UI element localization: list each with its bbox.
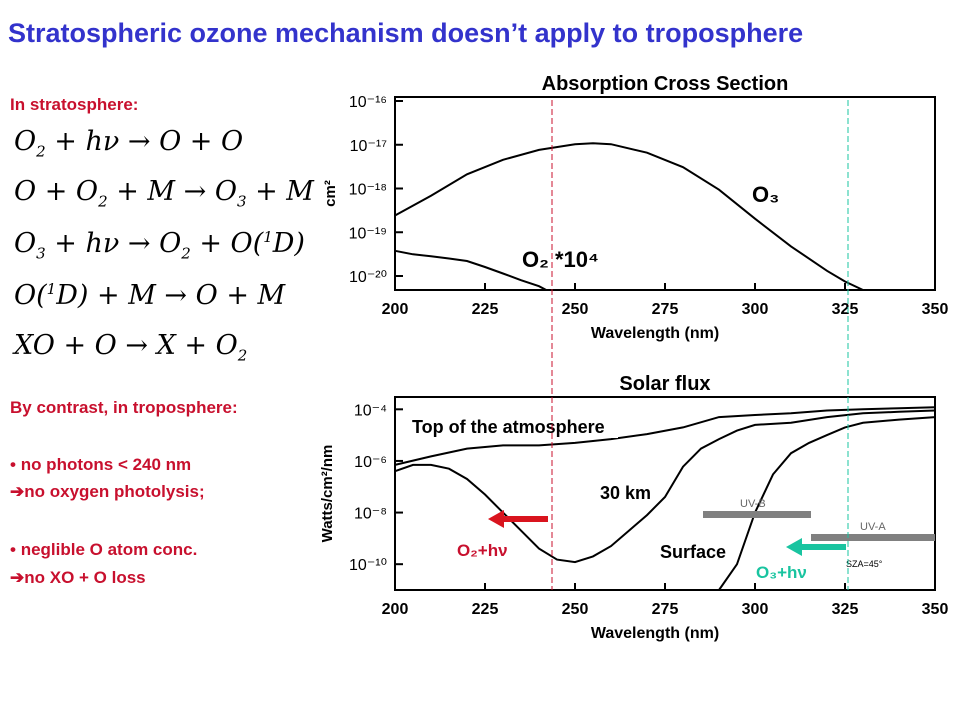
- x-tick-label: 250: [562, 301, 589, 318]
- y-tick-label: 10⁻¹⁸: [349, 182, 387, 199]
- o2-arrow-label: O₂+hν: [457, 541, 508, 560]
- bullet-2: • neglible O atom conc.: [10, 540, 198, 559]
- equation-2: O + O2 + M → O3 + M: [14, 176, 314, 211]
- y-tick-label: 10⁻²⁰: [349, 269, 387, 286]
- uva-band: [811, 534, 935, 541]
- o2-arrow-head: [488, 510, 504, 528]
- y-tick-label: 10⁻⁸: [354, 506, 387, 523]
- series-label-surface: Surface: [660, 542, 726, 562]
- right-arrow-icon: ➔: [10, 482, 25, 501]
- x-tick-label: 275: [652, 301, 679, 318]
- x-tick-label: 200: [382, 301, 409, 318]
- series-line-0-1: [394, 249, 547, 291]
- series-label-o3: O₃: [752, 182, 779, 207]
- series-label-toa: Top of the atmosphere: [412, 417, 605, 437]
- y-axis-label-1: Watts/cm²/nm: [319, 445, 336, 543]
- equation-5: XO + O → X + O2: [14, 330, 248, 365]
- x-tick-label: 275: [652, 601, 679, 618]
- x-tick-label: 200: [382, 601, 409, 618]
- slide-title: Stratospheric ozone mechanism doesn’t ap…: [8, 18, 804, 48]
- x-tick-label: 325: [832, 601, 859, 618]
- uvb-label: UV-B: [740, 498, 766, 510]
- y-axis-label-0: cm²: [322, 180, 339, 207]
- uvb-band: [703, 511, 811, 518]
- x-axis-label-1: Wavelength (nm): [591, 625, 719, 642]
- o3-arrow-label: O₃+hν: [756, 563, 807, 582]
- equation-3: O3 + hν → O2 + O(1D): [14, 228, 305, 263]
- x-tick-label: 350: [922, 601, 949, 618]
- strat-heading: In stratosphere:: [10, 95, 139, 114]
- chart-title-0: Absorption Cross Section: [542, 73, 789, 95]
- plot-frame-0: [394, 96, 936, 291]
- y-tick-label: 10⁻⁶: [354, 454, 387, 471]
- equation-4: O(1D) + M → O + M: [14, 280, 286, 311]
- series-label-30km: 30 km: [600, 483, 651, 503]
- x-tick-label: 350: [922, 301, 949, 318]
- series-line-1-1: [394, 409, 936, 564]
- label-bg: [408, 414, 618, 438]
- y-tick-label: 10⁻⁴: [354, 402, 387, 419]
- bullet-1: • no photons < 240 nm: [10, 455, 192, 474]
- y-tick-label: 10⁻¹⁶: [349, 94, 387, 111]
- bullet-1-sub: ➔no oxygen photolysis;: [10, 482, 205, 501]
- sza-annotation: SZA=45°: [846, 559, 883, 569]
- series-line-1-2: [718, 416, 936, 591]
- x-tick-label: 225: [472, 601, 499, 618]
- y-tick-label: 10⁻¹⁹: [349, 225, 387, 242]
- chart-title-1: Solar flux: [619, 373, 710, 395]
- y-tick-label: 10⁻¹⁰: [349, 557, 387, 574]
- x-tick-label: 325: [832, 301, 859, 318]
- trop-heading: By contrast, in troposphere:: [10, 398, 238, 417]
- right-arrow-icon: ➔: [10, 568, 25, 587]
- x-axis-label-0: Wavelength (nm): [591, 325, 719, 342]
- x-tick-label: 300: [742, 301, 769, 318]
- series-line-0-0: [394, 142, 864, 291]
- x-tick-label: 300: [742, 601, 769, 618]
- bullet-2-sub: ➔no XO + O loss: [10, 568, 146, 587]
- x-tick-label: 225: [472, 301, 499, 318]
- y-tick-label: 10⁻¹⁷: [350, 138, 388, 155]
- series-label-o2: O₂ *10⁴: [522, 247, 599, 272]
- o3-arrow-head: [786, 538, 802, 556]
- uva-label: UV-A: [860, 521, 886, 533]
- equation-1: O2 + hν → O + O: [14, 126, 244, 161]
- series-line-1-0: [394, 406, 936, 466]
- x-tick-label: 250: [562, 601, 589, 618]
